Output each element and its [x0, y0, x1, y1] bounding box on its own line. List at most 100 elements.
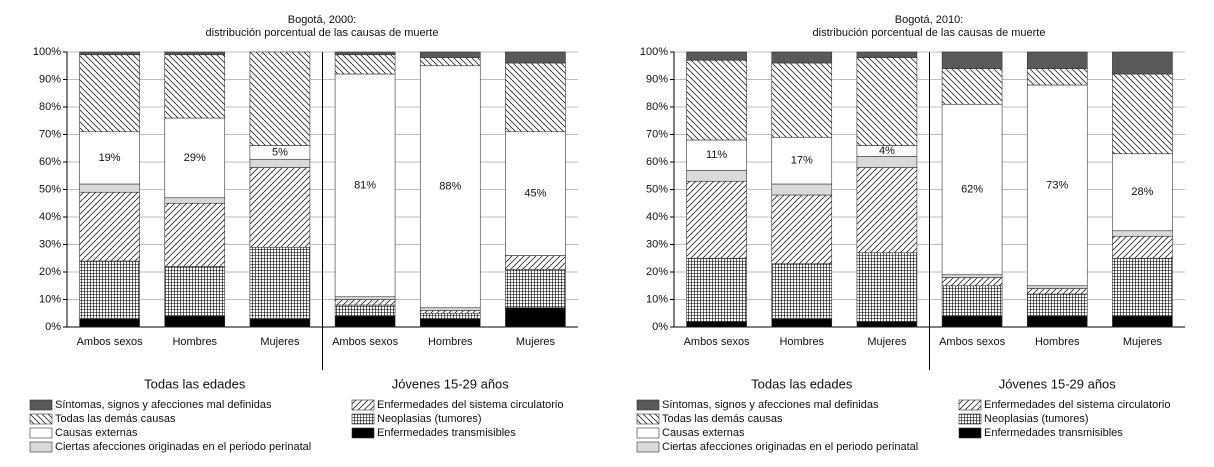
bar-segment: [164, 54, 226, 119]
data-label: 62%: [961, 183, 983, 195]
legend-swatch: [958, 399, 982, 411]
data-label: 29%: [184, 152, 206, 164]
bar-segment: [1026, 315, 1088, 328]
legend-label: Causas externas: [662, 427, 745, 439]
y-tick-label: 10%: [646, 293, 668, 305]
data-label: 5%: [272, 146, 288, 158]
bar-segment: [79, 54, 140, 133]
legend-label: Todas las demás causas: [662, 413, 783, 425]
bar-segment: [771, 318, 833, 328]
bar-segment: [164, 266, 226, 317]
legend-label: Síntomas, signos y afecciones mal defini…: [55, 399, 272, 411]
bar-segment: [334, 296, 396, 300]
y-tick-label: 60%: [646, 156, 668, 168]
bar-segment: [505, 255, 566, 270]
bar-segment: [334, 54, 396, 75]
data-label: 4%: [879, 145, 895, 157]
bar-segment: [686, 139, 747, 171]
legend-swatch: [29, 413, 53, 425]
bar-segment: [941, 274, 1003, 278]
bar-segment: [334, 73, 396, 298]
chart-title: Bogotá, 2000:: [288, 14, 357, 26]
legend-label: Enfermedades transmisibles: [377, 427, 516, 439]
bar-segment: [249, 51, 311, 146]
x-tick-label: Hombres: [172, 336, 217, 348]
bar-segment: [419, 307, 481, 311]
bar-segment: [1112, 153, 1173, 232]
bar-segment: [1026, 293, 1088, 317]
y-tick-label: 90%: [646, 73, 668, 85]
bar-segment: [505, 268, 566, 309]
legend-label: Neoplasias (tumores): [984, 413, 1089, 425]
legend-label: Síntomas, signos y afecciones mal defini…: [662, 399, 879, 411]
bar-segment: [856, 51, 918, 58]
y-tick-label: 50%: [39, 183, 61, 195]
bar-segment: [941, 103, 1003, 276]
legend-swatch: [636, 399, 660, 411]
legend-swatch: [29, 441, 53, 453]
legend-swatch: [351, 399, 375, 411]
legend-swatch: [29, 427, 53, 439]
bar-segment: [1112, 315, 1173, 328]
bar-segment: [79, 51, 140, 56]
bar-segment: [505, 51, 566, 64]
y-tick-label: 100%: [33, 46, 61, 58]
bar-segment: [771, 263, 833, 320]
bar-segment: [941, 277, 1003, 287]
bar-segment: [249, 246, 311, 320]
y-tick-label: 90%: [39, 73, 61, 85]
group-label: Todas las edades: [751, 376, 853, 391]
bar-segment: [419, 310, 481, 314]
data-label: 17%: [791, 155, 813, 167]
y-tick-label: 20%: [646, 266, 668, 278]
x-tick-label: Ambos sexos: [684, 336, 751, 348]
data-label: 81%: [354, 179, 376, 191]
y-tick-label: 10%: [39, 293, 61, 305]
bar-segment: [771, 136, 833, 185]
bar-segment: [1112, 235, 1173, 259]
y-tick-label: 30%: [646, 238, 668, 250]
bar-segment: [249, 167, 311, 248]
y-tick-label: 70%: [39, 128, 61, 140]
x-tick-label: Ambos sexos: [939, 336, 1006, 348]
y-tick-label: 80%: [646, 101, 668, 113]
data-label: 73%: [1046, 179, 1068, 191]
legend-label: Todas las demás causas: [55, 413, 176, 425]
bar-segment: [941, 68, 1003, 105]
y-tick-label: 0%: [652, 321, 668, 333]
x-tick-label: Ambos sexos: [77, 336, 144, 348]
y-tick-label: 100%: [640, 46, 668, 58]
bar-segment: [1026, 84, 1088, 287]
bar-segment: [1112, 73, 1173, 155]
legend-label: Enfermedades del sistema circulatorio: [377, 399, 563, 411]
bar-segment: [1026, 51, 1088, 69]
legend-label: Enfermedades transmisibles: [984, 427, 1123, 439]
bar-segment: [1112, 51, 1173, 75]
legend-swatch: [351, 427, 375, 439]
bar-segment: [941, 51, 1003, 69]
legend-swatch: [636, 441, 660, 453]
x-tick-label: Hombres: [428, 336, 473, 348]
bar-segment: [164, 202, 226, 267]
bar-segment: [164, 315, 226, 328]
group-label: Jóvenes 15-29 años: [999, 376, 1117, 391]
bar-segment: [79, 183, 140, 193]
legend-swatch: [636, 427, 660, 439]
bar-segment: [334, 315, 396, 328]
bar-segment: [164, 51, 226, 56]
legend-label: Ciertas afecciones originadas en el peri…: [662, 441, 918, 453]
y-tick-label: 0%: [45, 321, 61, 333]
legend-label: Neoplasias (tumores): [377, 413, 482, 425]
bar-segment: [334, 304, 396, 317]
chart-subtitle: distribución porcentual de las causas de…: [206, 27, 439, 39]
legend-swatch: [958, 413, 982, 425]
bar-segment: [771, 183, 833, 196]
bar-segment: [419, 51, 481, 58]
y-tick-label: 40%: [39, 211, 61, 223]
x-tick-label: Ambos sexos: [332, 336, 399, 348]
bar-segment: [856, 321, 918, 328]
y-tick-label: 60%: [39, 156, 61, 168]
bar-segment: [419, 312, 481, 320]
y-tick-label: 20%: [39, 266, 61, 278]
